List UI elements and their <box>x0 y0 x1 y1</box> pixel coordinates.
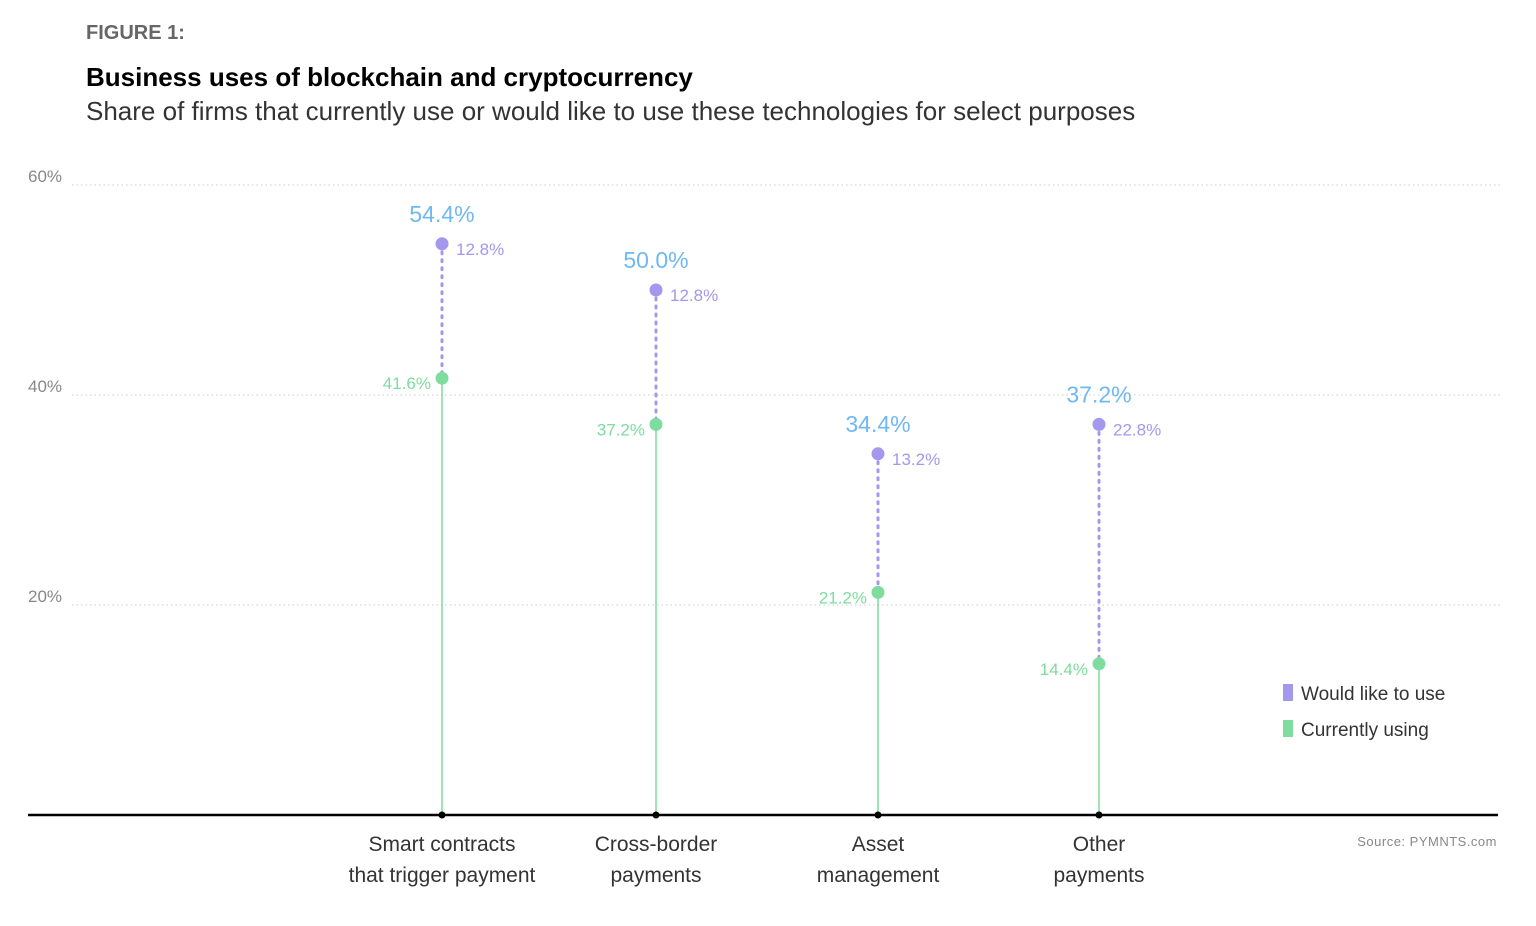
figure-label: FIGURE 1: <box>86 22 185 44</box>
x-category-label: Other <box>1073 833 1126 856</box>
dot-currently <box>649 417 663 431</box>
x-category-label: Cross-border <box>595 833 718 856</box>
x-category-label: Asset <box>852 833 905 856</box>
label-currently: 41.6% <box>383 374 431 393</box>
chart-subtitle: Share of firms that currently use or wou… <box>86 96 1136 126</box>
dot-would-like <box>1092 417 1106 431</box>
label-currently: 21.2% <box>819 588 867 607</box>
dot-would-like <box>649 283 663 297</box>
x-category-label: Smart contracts <box>368 833 515 856</box>
legend: Would like to use Currently using <box>1283 684 1445 741</box>
label-would-like: 13.2% <box>892 450 940 469</box>
x-category-label: payments <box>1053 864 1144 887</box>
label-total: 50.0% <box>623 247 688 273</box>
label-currently: 37.2% <box>597 420 645 439</box>
x-category-label: that trigger payment <box>349 864 536 887</box>
label-would-like: 12.8% <box>456 240 504 259</box>
y-tick-label: 60% <box>28 167 62 186</box>
dot-would-like <box>871 447 885 461</box>
source-note: Source: PYMNTS.com <box>1357 834 1497 849</box>
label-would-like: 12.8% <box>670 286 718 305</box>
x-category-label: management <box>817 864 940 887</box>
y-tick-label: 20% <box>28 587 62 606</box>
label-would-like: 22.8% <box>1113 420 1161 439</box>
dot-currently <box>435 371 449 385</box>
legend-swatch-would-like <box>1283 684 1293 701</box>
dot-currently <box>1092 657 1106 671</box>
legend-label-currently: Currently using <box>1301 720 1429 741</box>
legend-swatch-currently <box>1283 720 1293 737</box>
label-currently: 14.4% <box>1040 660 1088 679</box>
label-total: 54.4% <box>409 201 474 227</box>
label-total: 34.4% <box>845 411 910 437</box>
legend-label-would-like: Would like to use <box>1301 684 1445 705</box>
dot-currently <box>871 585 885 599</box>
chart-title: Business uses of blockchain and cryptocu… <box>86 62 693 92</box>
y-tick-label: 40% <box>28 377 62 396</box>
dot-would-like <box>435 237 449 251</box>
label-total: 37.2% <box>1066 381 1131 407</box>
x-category-label: payments <box>610 864 701 887</box>
